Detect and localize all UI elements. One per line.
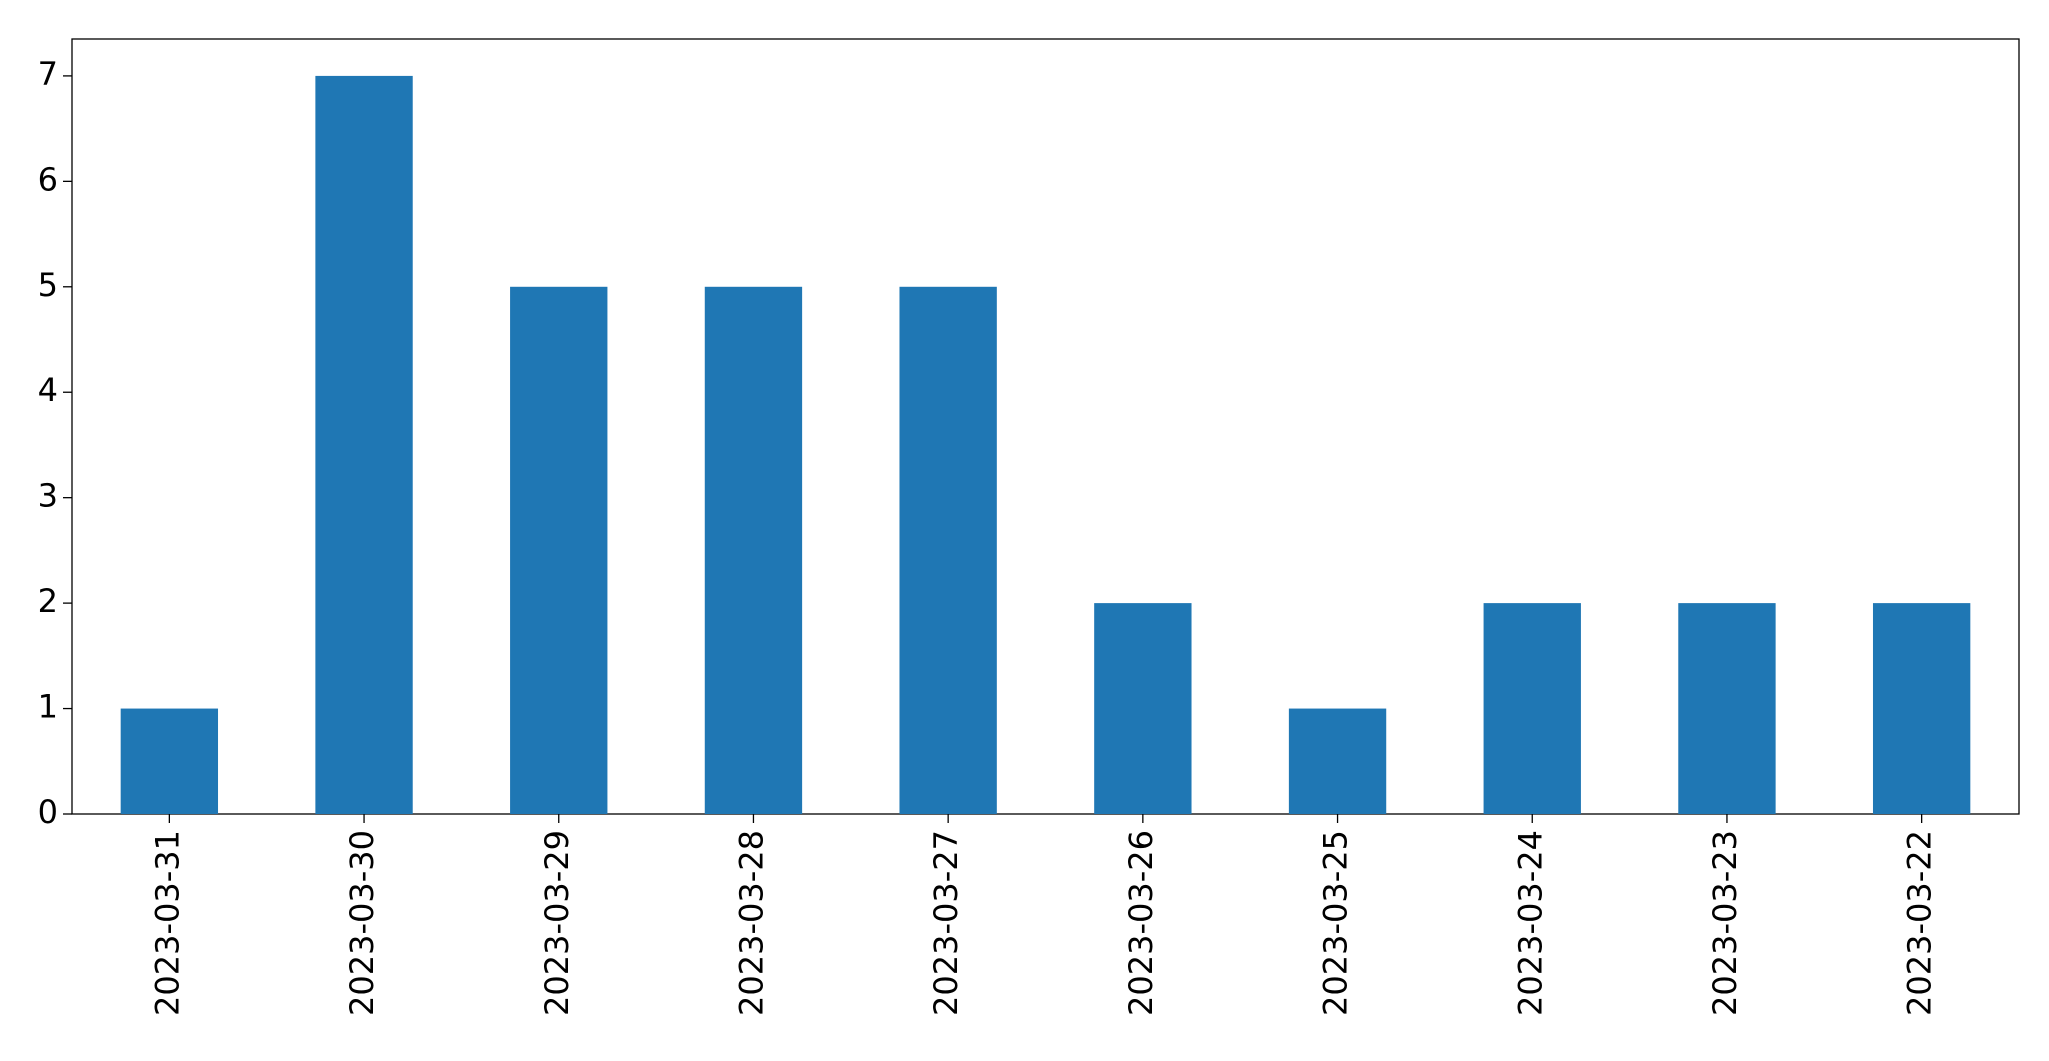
bar	[120, 708, 219, 814]
bar	[899, 286, 997, 814]
y-tick-label: 6	[38, 160, 58, 198]
x-tick-label: 2023-03-28	[732, 830, 770, 1016]
y-tick-label: 4	[38, 371, 58, 409]
x-tick-label: 2023-03-22	[1901, 830, 1939, 1016]
y-tick-label: 2	[38, 582, 58, 620]
bar	[1094, 603, 1192, 814]
x-tick-label: 2023-03-31	[148, 830, 186, 1016]
y-tick-label: 3	[38, 477, 58, 515]
x-tick-label: 2023-03-24	[1511, 830, 1549, 1016]
y-tick-label: 5	[38, 266, 58, 304]
x-tick-label: 2023-03-26	[1122, 830, 1160, 1016]
y-tick-label: 0	[38, 793, 58, 831]
y-tick-label: 1	[38, 688, 58, 726]
bar	[1483, 603, 1581, 814]
y-tick-label: 7	[38, 55, 58, 93]
bar	[1288, 708, 1387, 814]
bar	[315, 75, 413, 814]
x-tick-label: 2023-03-27	[927, 830, 965, 1016]
x-tick-label: 2023-03-23	[1706, 830, 1744, 1016]
bar	[1872, 603, 1971, 814]
bar	[510, 286, 608, 814]
x-tick-label: 2023-03-25	[1317, 830, 1355, 1016]
bar	[1678, 603, 1776, 814]
x-tick-label: 2023-03-29	[538, 830, 576, 1016]
axes-frame	[71, 38, 2020, 815]
x-tick-label: 2023-03-30	[343, 830, 381, 1016]
bar	[704, 286, 803, 814]
